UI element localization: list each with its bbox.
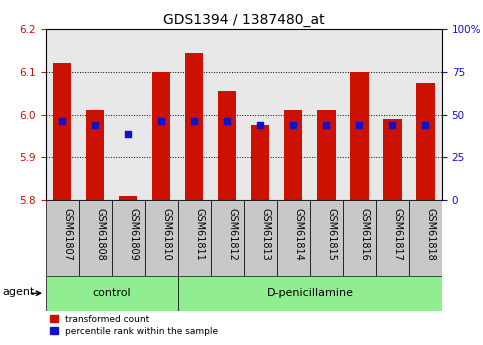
Text: GSM61817: GSM61817 [392,208,402,261]
Bar [384,119,401,200]
Bar [244,200,277,276]
Point [190,118,198,124]
Bar [409,200,442,276]
Bar [343,200,376,276]
Text: GSM61814: GSM61814 [293,208,303,260]
Bar [277,200,310,276]
Text: GSM61811: GSM61811 [194,208,204,260]
Bar [416,83,435,200]
Legend: transformed count, percentile rank within the sample: transformed count, percentile rank withi… [50,315,218,336]
Bar [185,53,203,200]
Bar [86,110,104,200]
Bar [350,72,369,200]
Point [289,122,297,128]
Bar [79,200,112,276]
Text: GSM61812: GSM61812 [227,208,238,261]
Bar [376,200,409,276]
Bar [112,200,145,276]
Point [224,118,231,124]
Text: GSM61816: GSM61816 [359,208,369,260]
Bar [119,196,138,200]
Bar [211,200,244,276]
Text: GSM61808: GSM61808 [95,208,105,260]
Bar [53,63,71,200]
Text: GSM61807: GSM61807 [62,208,72,261]
Point [355,122,363,128]
Point [125,131,132,137]
Bar [178,276,442,310]
Point [256,122,264,128]
Point [157,118,165,124]
Bar [284,110,302,200]
Point [58,118,66,124]
Bar [46,200,79,276]
Bar [178,200,211,276]
Text: GSM61818: GSM61818 [426,208,436,260]
Text: control: control [93,288,131,298]
Bar [46,276,178,310]
Bar [145,200,178,276]
Text: GSM61809: GSM61809 [128,208,139,260]
Point [91,122,99,128]
Title: GDS1394 / 1387480_at: GDS1394 / 1387480_at [163,13,325,27]
Text: GSM61815: GSM61815 [327,208,337,261]
Bar [218,91,237,200]
Text: D-penicillamine: D-penicillamine [267,288,354,298]
Bar [310,200,343,276]
Bar [317,110,336,200]
Bar [251,125,270,200]
Text: GSM61813: GSM61813 [260,208,270,260]
Point [388,122,396,128]
Point [323,122,330,128]
Bar [152,72,170,200]
Text: GSM61810: GSM61810 [161,208,171,260]
Point [422,122,429,128]
Text: agent: agent [2,287,35,296]
